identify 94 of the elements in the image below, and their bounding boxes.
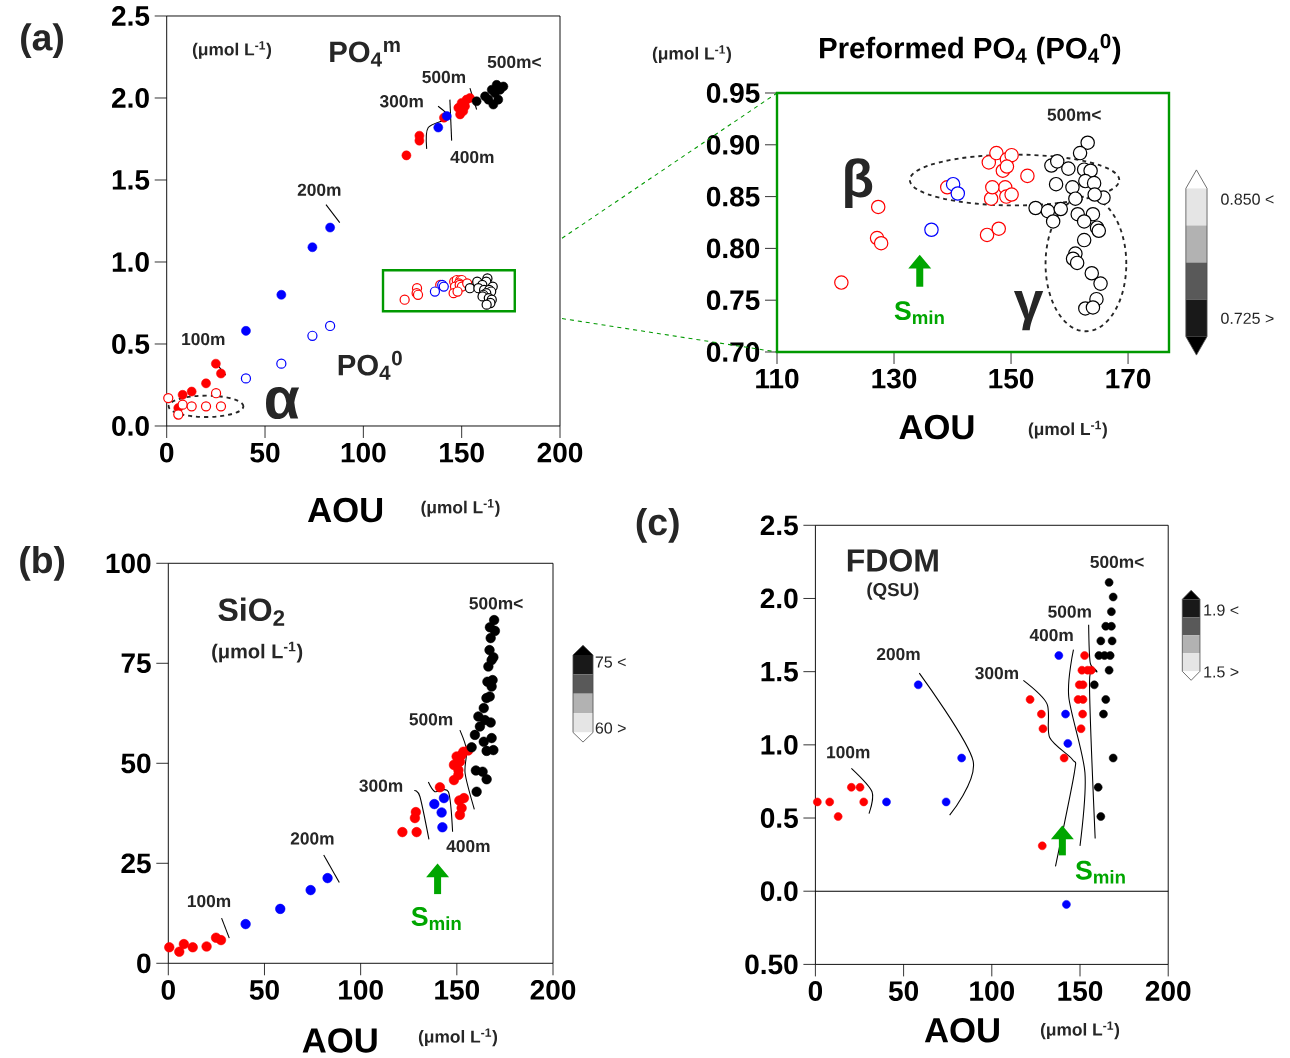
annotation: S$_{min}$	[411, 907, 461, 930]
annotation: 100m	[827, 746, 870, 759]
y-tick-label: 2.5	[112, 6, 150, 26]
y-tick-label: 0.5	[760, 808, 798, 828]
x-tick-label: 150	[1058, 981, 1103, 1001]
annotation: (QSU)	[867, 582, 919, 600]
x-tick-label: 100	[341, 442, 386, 463]
annotation: α	[266, 386, 300, 420]
annotation: 500m<	[487, 55, 541, 69]
annotation: 400m	[1029, 628, 1073, 642]
annotation: γ	[1013, 290, 1044, 331]
chart-title: Preformed PO$_{4}$ (PO$_{4}$$^{0}$)	[820, 33, 1121, 65]
text: 75 <	[595, 656, 626, 668]
y-tick-label: 2.0	[760, 588, 798, 609]
x-tick-label: 130	[872, 368, 917, 389]
annotation: 200m	[290, 832, 334, 845]
annotation: 100m	[182, 332, 225, 346]
annotation: SiO$_{2}$	[218, 597, 285, 626]
y-tick-label: 75	[121, 653, 151, 674]
text: 1.5 >	[1204, 666, 1239, 678]
x-tick-label: 150	[989, 368, 1034, 389]
x-tick-label: 100	[339, 980, 383, 1000]
annotation: 200m	[876, 647, 920, 661]
x-tick-label: 200	[530, 980, 576, 1000]
text: (μmol L$^{-1}$)	[418, 1028, 498, 1047]
y-tick-label: 0.75	[706, 290, 760, 311]
y-tick-label: 1.5	[761, 661, 798, 682]
y-tick-label: 100	[106, 553, 151, 574]
text: (μmol L$^{-1}$)	[421, 499, 500, 517]
text: (a)	[21, 23, 63, 58]
y-tick-label: 0.50	[745, 954, 798, 975]
annotation: 200m	[297, 183, 341, 196]
y-tick-label: 2.0	[112, 88, 149, 108]
annotation: β	[845, 158, 873, 208]
annotation: 100m	[187, 894, 231, 908]
x-tick-label: 50	[249, 980, 279, 1000]
annotation: 500m<	[1090, 555, 1144, 569]
y-tick-label: 0.5	[112, 334, 150, 354]
annotation: 500m<	[469, 597, 523, 610]
x-tick-label: 100	[970, 981, 1015, 1001]
text: (μmol L$^{-1}$)	[1040, 1021, 1120, 1040]
x-tick-label: 200	[1145, 981, 1191, 1001]
annotation: 300m	[359, 779, 403, 792]
y-tick-label: 2.5	[760, 515, 798, 536]
text: (μmol L$^{-1}$)	[1028, 420, 1107, 439]
y-tick-label: 0.90	[706, 134, 760, 155]
annotation: 500m	[409, 713, 453, 726]
annotation: 400m	[450, 150, 494, 164]
y-tick-label: 1.0	[112, 252, 149, 272]
text: 0.850 <	[1221, 193, 1274, 205]
text: 1.9 <	[1204, 604, 1239, 616]
annotation: 500m<	[1047, 108, 1101, 121]
annotation: (μmol L$^{-1}$)	[192, 41, 272, 59]
x-tick-label: 0	[161, 980, 175, 1000]
x-tick-label: 110	[756, 368, 799, 389]
text: (μmol L$^{-1}$)	[652, 45, 731, 64]
annotation: PO$_{4}$0	[338, 350, 402, 380]
annotation: (μmol L$^{-1}$)	[212, 641, 303, 663]
text: (b)	[20, 545, 65, 581]
y-tick-label: 0	[137, 953, 151, 974]
x-tick-label: 200	[537, 442, 583, 463]
annotation: 500m	[1048, 605, 1091, 618]
annotation: FDOM	[847, 549, 938, 572]
y-tick-label: 0.95	[706, 83, 760, 103]
y-tick-label: 1.5	[112, 170, 150, 190]
text: (c)	[636, 507, 679, 543]
annotation: S$_{min}$	[1075, 860, 1125, 884]
y-tick-label: 0.0	[112, 416, 149, 436]
x-tick-label: 0	[160, 442, 174, 463]
y-tick-label: 1.0	[761, 734, 798, 755]
annotation: 300m	[379, 95, 423, 108]
annotation: 300m	[975, 666, 1019, 680]
x-tick-label: 170	[1106, 368, 1151, 389]
x-tick-label: 50	[888, 981, 919, 1001]
x-axis-title: AOU	[307, 497, 383, 523]
x-tick-label: 0	[808, 981, 823, 1001]
y-tick-label: 0.70	[706, 342, 760, 362]
y-tick-label: 0.80	[706, 238, 760, 259]
y-tick-label: 0.85	[706, 186, 760, 207]
text: 0.725 >	[1221, 312, 1274, 324]
x-axis-title: AOU	[302, 1028, 377, 1053]
x-tick-label: 50	[250, 442, 280, 463]
annotation: 400m	[446, 839, 490, 853]
y-tick-label: 25	[121, 853, 151, 874]
y-tick-label: 50	[121, 753, 151, 774]
text: 60 >	[595, 722, 626, 734]
annotation: PO$_{4}$m	[330, 40, 400, 67]
x-axis-title: AOU	[899, 414, 974, 440]
y-tick-label: 0.0	[760, 881, 798, 902]
annotation: 500m	[422, 70, 466, 84]
annotation: S$_{min}$	[894, 301, 944, 325]
x-tick-label: 150	[440, 442, 484, 463]
x-axis-title: AOU	[924, 1017, 999, 1043]
x-tick-label: 150	[435, 980, 480, 1000]
